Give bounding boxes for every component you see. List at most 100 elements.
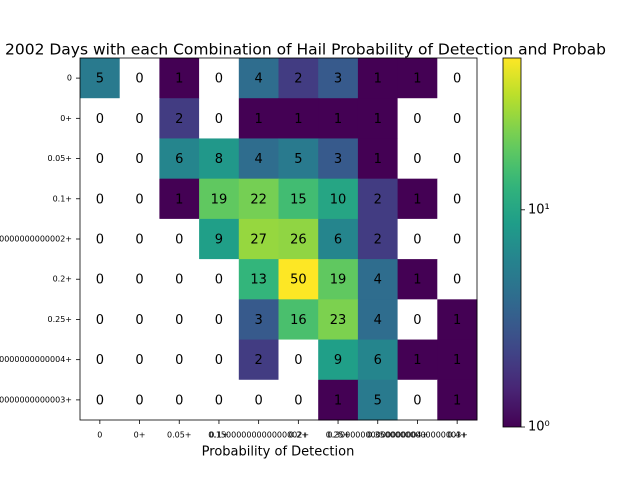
cell-label: 0 xyxy=(215,313,223,328)
heatmap-cell xyxy=(278,138,319,180)
cell-label: 19 xyxy=(211,192,228,207)
heatmap-cell xyxy=(278,299,319,341)
heatmap-cell xyxy=(80,339,121,381)
colorbar xyxy=(502,57,522,428)
cell-label: 5 xyxy=(374,393,382,408)
cell-label: 0 xyxy=(96,353,104,368)
cell-label: 1 xyxy=(374,152,382,167)
cell-label: 16 xyxy=(290,313,307,328)
cell-label: 0 xyxy=(413,233,421,248)
cell-label: 22 xyxy=(250,192,267,207)
heatmap-cell xyxy=(119,299,160,341)
heatmap-cell xyxy=(437,339,478,381)
heatmap-cell xyxy=(199,98,240,139)
heatmap-cell xyxy=(397,339,438,381)
cell-label: 5 xyxy=(294,152,302,167)
heatmap-cell xyxy=(199,218,240,260)
cell-label: 2 xyxy=(175,112,183,127)
cell-label: 1 xyxy=(175,72,183,87)
cell-label: 0 xyxy=(96,233,104,248)
cell-label: 0 xyxy=(96,112,104,127)
heatmap-cell xyxy=(437,218,478,260)
cell-label: 0 xyxy=(215,112,223,127)
cell-label: 0 xyxy=(135,112,143,127)
cell-label: 4 xyxy=(374,313,382,328)
heatmap-cell xyxy=(238,178,279,220)
cell-label: 50 xyxy=(290,273,307,288)
cell-label: 6 xyxy=(334,233,342,248)
heatmap-cell xyxy=(199,339,240,381)
cell-label: 1 xyxy=(374,72,382,87)
cell-label: 26 xyxy=(290,233,307,248)
heatmap-cell xyxy=(318,379,359,421)
y-tick-label: 0+ xyxy=(60,114,72,123)
cell-label: 0 xyxy=(255,393,263,408)
cell-label: 19 xyxy=(330,273,347,288)
heatmap-cell xyxy=(159,379,200,421)
cell-label: 0 xyxy=(175,393,183,408)
cell-label: 0 xyxy=(96,192,104,207)
cell-label: 1 xyxy=(453,313,461,328)
cell-label: 9 xyxy=(334,353,342,368)
heatmap-cell xyxy=(159,339,200,381)
cell-label: 0 xyxy=(453,192,461,207)
x-axis-label: Probability of Detection xyxy=(202,445,355,460)
heatmap-cell xyxy=(119,218,160,260)
heatmap-cell xyxy=(238,299,279,341)
heatmap-cell xyxy=(80,299,121,341)
heatmap-cell xyxy=(238,138,279,180)
heatmap-cell xyxy=(318,218,359,260)
heatmap-cell xyxy=(397,379,438,421)
y-tick-label: 0.35000000000000003+ xyxy=(0,395,72,404)
heatmap-cell xyxy=(119,58,160,99)
heatmap-cell xyxy=(318,58,359,99)
cell-label: 15 xyxy=(290,192,307,207)
cell-label: 1 xyxy=(175,192,183,207)
heatmap-cell xyxy=(159,178,200,220)
heatmap-cell xyxy=(80,379,121,421)
heatmap-cell xyxy=(357,339,399,381)
heatmap-cell xyxy=(238,339,279,381)
heatmap-cell xyxy=(318,98,359,139)
heatmap-cell xyxy=(397,259,438,300)
cell-label: 0 xyxy=(294,353,302,368)
cell-label: 2 xyxy=(255,353,263,368)
cell-label: 1 xyxy=(374,112,382,127)
y-tick-label: 0.15000000000000002+ xyxy=(0,235,72,244)
y-tick-label: 0.25+ xyxy=(47,315,72,324)
cell-label: 5 xyxy=(96,72,104,87)
x-tick-label: 0 xyxy=(97,431,102,440)
cell-label: 27 xyxy=(250,233,267,248)
cell-label: 1 xyxy=(294,112,302,127)
heatmap-cell xyxy=(199,58,240,99)
heatmap-cell xyxy=(80,259,121,300)
cell-label: 4 xyxy=(255,152,263,167)
cell-label: 0 xyxy=(175,273,183,288)
cell-label: 0 xyxy=(96,393,104,408)
heatmap-cell xyxy=(199,379,240,421)
cell-label: 2 xyxy=(374,192,382,207)
heatmap-cell xyxy=(397,98,438,139)
cell-label: 10 xyxy=(330,192,347,207)
heatmap-cell xyxy=(318,339,359,381)
cell-label: 0 xyxy=(413,313,421,328)
heatmap-cell xyxy=(357,178,399,220)
heatmap-cell xyxy=(238,218,279,260)
x-tick-label: 0+ xyxy=(134,431,146,440)
heatmap-cell xyxy=(159,98,200,139)
heatmap-cell xyxy=(159,299,200,341)
x-tick-label: 0.1+ xyxy=(209,431,228,440)
heatmap-cell xyxy=(397,178,438,220)
heatmap-cell xyxy=(199,299,240,341)
heatmap-cell xyxy=(238,98,279,139)
heatmap-cell xyxy=(199,138,240,180)
heatmap-cell xyxy=(318,138,359,180)
cell-label: 0 xyxy=(175,353,183,368)
heatmap-cell xyxy=(397,138,438,180)
cell-label: 0 xyxy=(135,233,143,248)
heatmap-cell xyxy=(437,98,478,139)
heatmap-cell xyxy=(80,58,121,99)
cell-label: 0 xyxy=(294,393,302,408)
cell-label: 1 xyxy=(334,112,342,127)
heatmap-cell xyxy=(318,178,359,220)
